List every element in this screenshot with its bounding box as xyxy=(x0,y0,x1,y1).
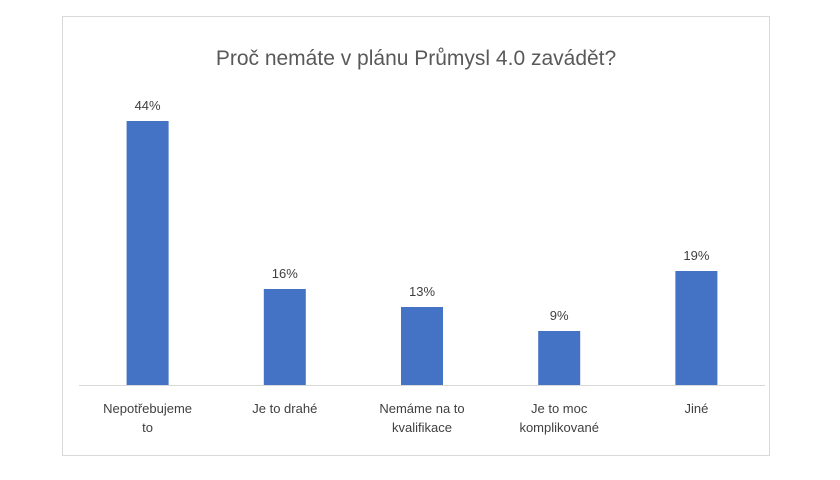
chart-frame: Proč nemáte v plánu Průmysl 4.0 zavádět?… xyxy=(62,16,770,456)
data-label: 44% xyxy=(135,98,161,113)
bar xyxy=(538,331,581,385)
category-label: Je to drahé xyxy=(252,401,317,416)
data-label: 13% xyxy=(409,284,435,299)
category-label: to xyxy=(142,420,153,435)
category-label: Nepotřebujeme xyxy=(103,401,192,416)
bar xyxy=(675,271,718,385)
chart-title: Proč nemáte v plánu Průmysl 4.0 zavádět? xyxy=(215,47,617,70)
bar xyxy=(263,289,306,385)
data-label: 19% xyxy=(683,248,709,263)
category-label: Je to moc xyxy=(531,401,588,416)
category-label: Nemáme na to xyxy=(379,401,464,416)
data-label: 16% xyxy=(272,266,298,281)
category-label: Jiné xyxy=(684,401,708,416)
bar xyxy=(401,307,443,385)
category-label: kvalifikace xyxy=(392,420,452,435)
category-label: komplikované xyxy=(519,420,599,435)
bar xyxy=(126,121,169,385)
bar-chart: 44% Nepotřebujeme to 16% Je to drahé 13% Nemám… xyxy=(79,98,765,435)
data-label: 9% xyxy=(550,308,569,323)
